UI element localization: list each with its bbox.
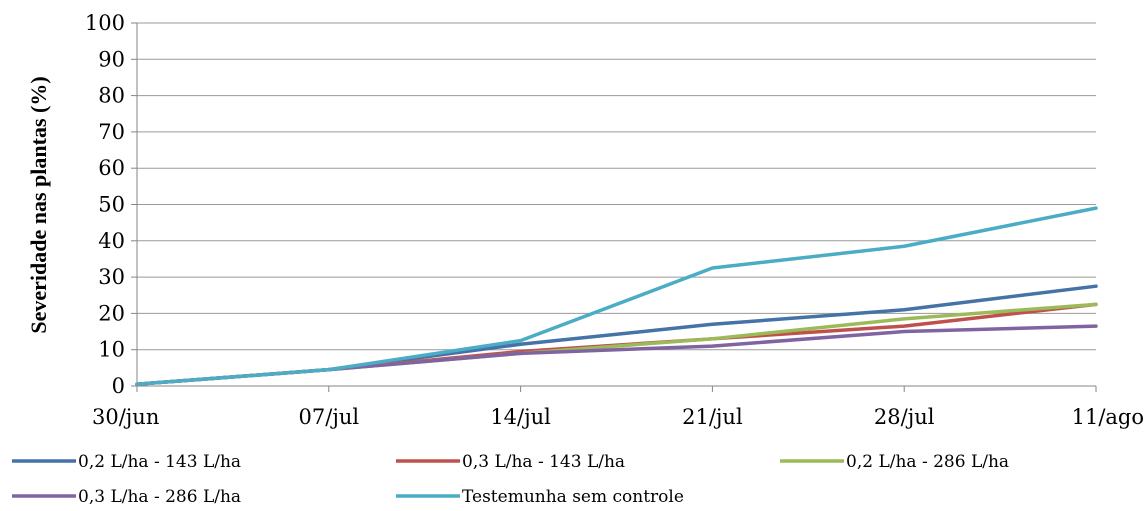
x-tick-label: 30/jun <box>92 405 159 429</box>
x-tick-label: 07/jul <box>299 405 360 429</box>
x-tick-label: 11/ago <box>1072 405 1144 429</box>
x-axis-ticks: 30/jun 07/jul 14/jul 21/jul 28/jul 11/ago <box>92 386 1144 429</box>
y-tick-label: 40 <box>98 229 125 253</box>
legend: 0,2 L/ha - 143 L/ha 0,3 L/ha - 143 L/ha 0,… <box>12 452 1009 507</box>
y-tick-label: 90 <box>98 47 125 71</box>
legend-label: Testemunha sem controle <box>462 487 684 507</box>
x-tick-label: 28/jul <box>874 405 935 429</box>
grid-lines <box>137 22 1096 351</box>
y-axis-label: Severidade nas plantas (%) <box>26 76 51 333</box>
y-tick-label: 30 <box>98 265 125 289</box>
legend-label: 0,2 L/ha - 143 L/ha <box>78 452 241 472</box>
y-tick-label: 20 <box>98 301 125 325</box>
y-tick-label: 80 <box>98 84 125 108</box>
legend-label: 0,2 L/ha - 286 L/ha <box>846 452 1009 472</box>
y-tick-label: 100 <box>85 11 125 35</box>
x-tick-label: 14/jul <box>490 405 551 429</box>
legend-label: 0,3 L/ha - 286 L/ha <box>78 487 241 507</box>
y-axis-ticks: 0 10 20 30 40 50 60 70 80 90 100 <box>85 11 137 398</box>
y-tick-label: 70 <box>98 120 125 144</box>
y-tick-label: 50 <box>98 193 125 217</box>
series-line-5 <box>135 206 1098 386</box>
series-line-1 <box>135 284 1098 386</box>
axes <box>136 23 1096 387</box>
y-tick-label: 10 <box>98 338 125 362</box>
y-tick-label: 0 <box>112 374 125 398</box>
legend-label: 0,3 L/ha - 143 L/ha <box>462 452 625 472</box>
series-lines <box>135 206 1098 386</box>
y-tick-label: 60 <box>98 156 125 180</box>
x-tick-label: 21/jul <box>682 405 743 429</box>
